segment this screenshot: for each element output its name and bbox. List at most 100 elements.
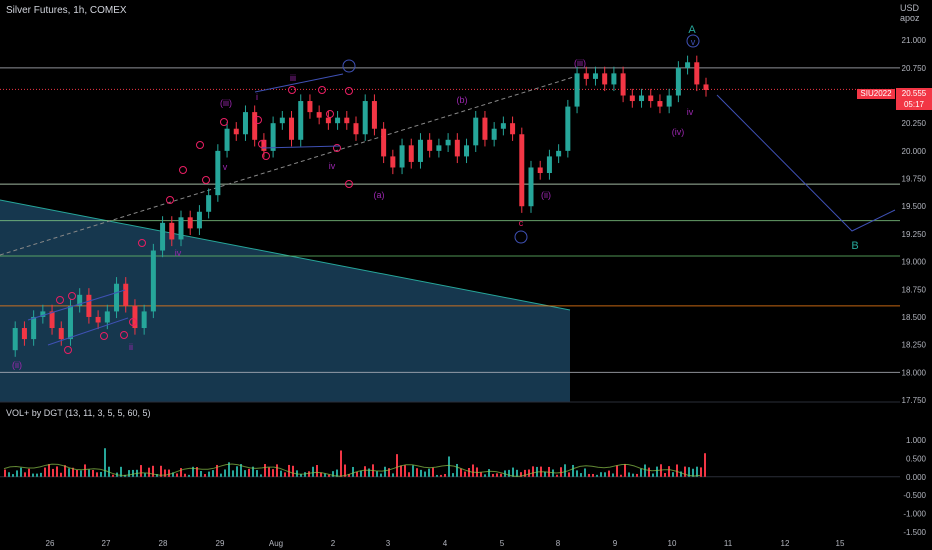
volume-bar bbox=[584, 468, 586, 477]
volume-bar bbox=[336, 469, 338, 477]
currency-unit: USD bbox=[900, 3, 920, 13]
candle-body bbox=[242, 112, 248, 135]
volume-bar bbox=[448, 456, 450, 477]
volume-y-tick: 1.000 bbox=[906, 436, 927, 445]
candle-body bbox=[362, 101, 368, 135]
volume-bar bbox=[688, 467, 690, 477]
wave-marker-circle bbox=[179, 166, 187, 174]
volume-bar bbox=[384, 466, 386, 477]
volume-bar bbox=[500, 473, 502, 477]
volume-bar bbox=[224, 469, 226, 477]
volume-bar bbox=[76, 469, 78, 477]
volume-bar bbox=[48, 464, 50, 477]
candle-body bbox=[592, 73, 598, 79]
volume-bar bbox=[172, 472, 174, 477]
volume-bar bbox=[616, 465, 618, 477]
candle-body bbox=[178, 217, 184, 240]
volume-bar bbox=[620, 474, 622, 477]
volume-y-tick: 0.000 bbox=[906, 473, 927, 482]
volume-bar bbox=[20, 467, 22, 477]
countdown: 05:17 bbox=[903, 100, 925, 109]
candle-body bbox=[620, 73, 626, 96]
candle-body bbox=[279, 117, 285, 124]
volume-bar bbox=[236, 466, 238, 477]
volume-bar bbox=[396, 454, 398, 477]
wave-label: iii bbox=[290, 73, 296, 83]
y-tick-label: 20.250 bbox=[902, 119, 927, 128]
candle-body bbox=[141, 311, 147, 329]
candle-body bbox=[685, 62, 691, 68]
volume-bar bbox=[348, 474, 350, 477]
candle-body bbox=[206, 195, 212, 212]
y-tick-label: 20.000 bbox=[902, 147, 927, 156]
candle-body bbox=[160, 222, 166, 251]
wave-marker-circle bbox=[345, 180, 353, 188]
wave-label: ii bbox=[129, 342, 133, 352]
wave-marker-circle bbox=[202, 176, 210, 184]
volume-y-tick: -0.500 bbox=[903, 491, 926, 500]
candle-body bbox=[703, 84, 709, 90]
volume-bar bbox=[208, 471, 210, 477]
candle-body bbox=[417, 139, 423, 162]
volume-bar bbox=[300, 474, 302, 477]
volume-bar bbox=[600, 472, 602, 477]
volume-bar bbox=[568, 472, 570, 477]
volume-bar bbox=[64, 465, 66, 477]
volume-bar bbox=[704, 453, 706, 477]
volume-bar bbox=[304, 472, 306, 477]
volume-bar bbox=[328, 474, 330, 477]
candle-body bbox=[40, 311, 46, 317]
volume-bar bbox=[484, 474, 486, 477]
trend-channel bbox=[27, 289, 126, 321]
volume-bar bbox=[160, 465, 162, 477]
candle-body bbox=[408, 145, 414, 162]
volume-bar bbox=[576, 470, 578, 477]
volume-bar bbox=[428, 468, 430, 477]
volume-bar bbox=[444, 473, 446, 477]
volume-bar bbox=[32, 473, 34, 477]
scale-mode[interactable]: apoz bbox=[900, 13, 920, 23]
volume-bar bbox=[308, 471, 310, 477]
volume-indicator-header[interactable]: VOL+ by DGT (13, 11, 3, 5, 5, 60, 5) bbox=[6, 408, 151, 418]
candle-body bbox=[694, 62, 700, 85]
volume-bar bbox=[268, 467, 270, 477]
volume-bar bbox=[516, 469, 518, 477]
volume-bar bbox=[4, 469, 6, 477]
candle-body bbox=[215, 150, 221, 196]
wave-label: (iii) bbox=[220, 98, 232, 108]
volume-bar bbox=[512, 467, 514, 477]
volume-bar bbox=[232, 470, 234, 477]
candle-body bbox=[77, 294, 83, 306]
volume-bar bbox=[324, 473, 326, 477]
candle-body bbox=[114, 283, 120, 312]
volume-bar bbox=[528, 469, 530, 477]
y-tick-label: 17.750 bbox=[902, 396, 927, 405]
volume-bar bbox=[192, 466, 194, 477]
wave-marker-circle bbox=[288, 86, 296, 94]
volume-bar bbox=[132, 469, 134, 477]
volume-bar bbox=[364, 466, 366, 477]
y-tick-label: 18.750 bbox=[902, 285, 927, 294]
projection-line bbox=[716, 94, 896, 232]
candle-body bbox=[353, 123, 359, 135]
volume-bar bbox=[148, 467, 150, 477]
volume-bar bbox=[280, 470, 282, 477]
y-tick-label: 19.000 bbox=[902, 258, 927, 267]
volume-bar bbox=[356, 471, 358, 477]
symbol-header[interactable]: Silver Futures, 1h, COMEX bbox=[6, 5, 127, 16]
wave-marker-circle bbox=[333, 144, 341, 152]
volume-bar bbox=[8, 472, 10, 477]
wave-label: A bbox=[688, 24, 696, 36]
symbol-price-tag: SIU2022 bbox=[857, 89, 895, 99]
x-tick-label: 10 bbox=[668, 539, 677, 548]
volume-bar bbox=[464, 471, 466, 477]
wave-label: (b) bbox=[457, 95, 468, 105]
candle-body bbox=[381, 128, 387, 157]
volume-bar bbox=[392, 473, 394, 477]
volume-bar bbox=[488, 469, 490, 477]
candle-body bbox=[473, 117, 479, 146]
trend-channel bbox=[47, 317, 129, 346]
wave-marker-circle bbox=[64, 346, 72, 354]
volume-bar bbox=[624, 463, 626, 477]
